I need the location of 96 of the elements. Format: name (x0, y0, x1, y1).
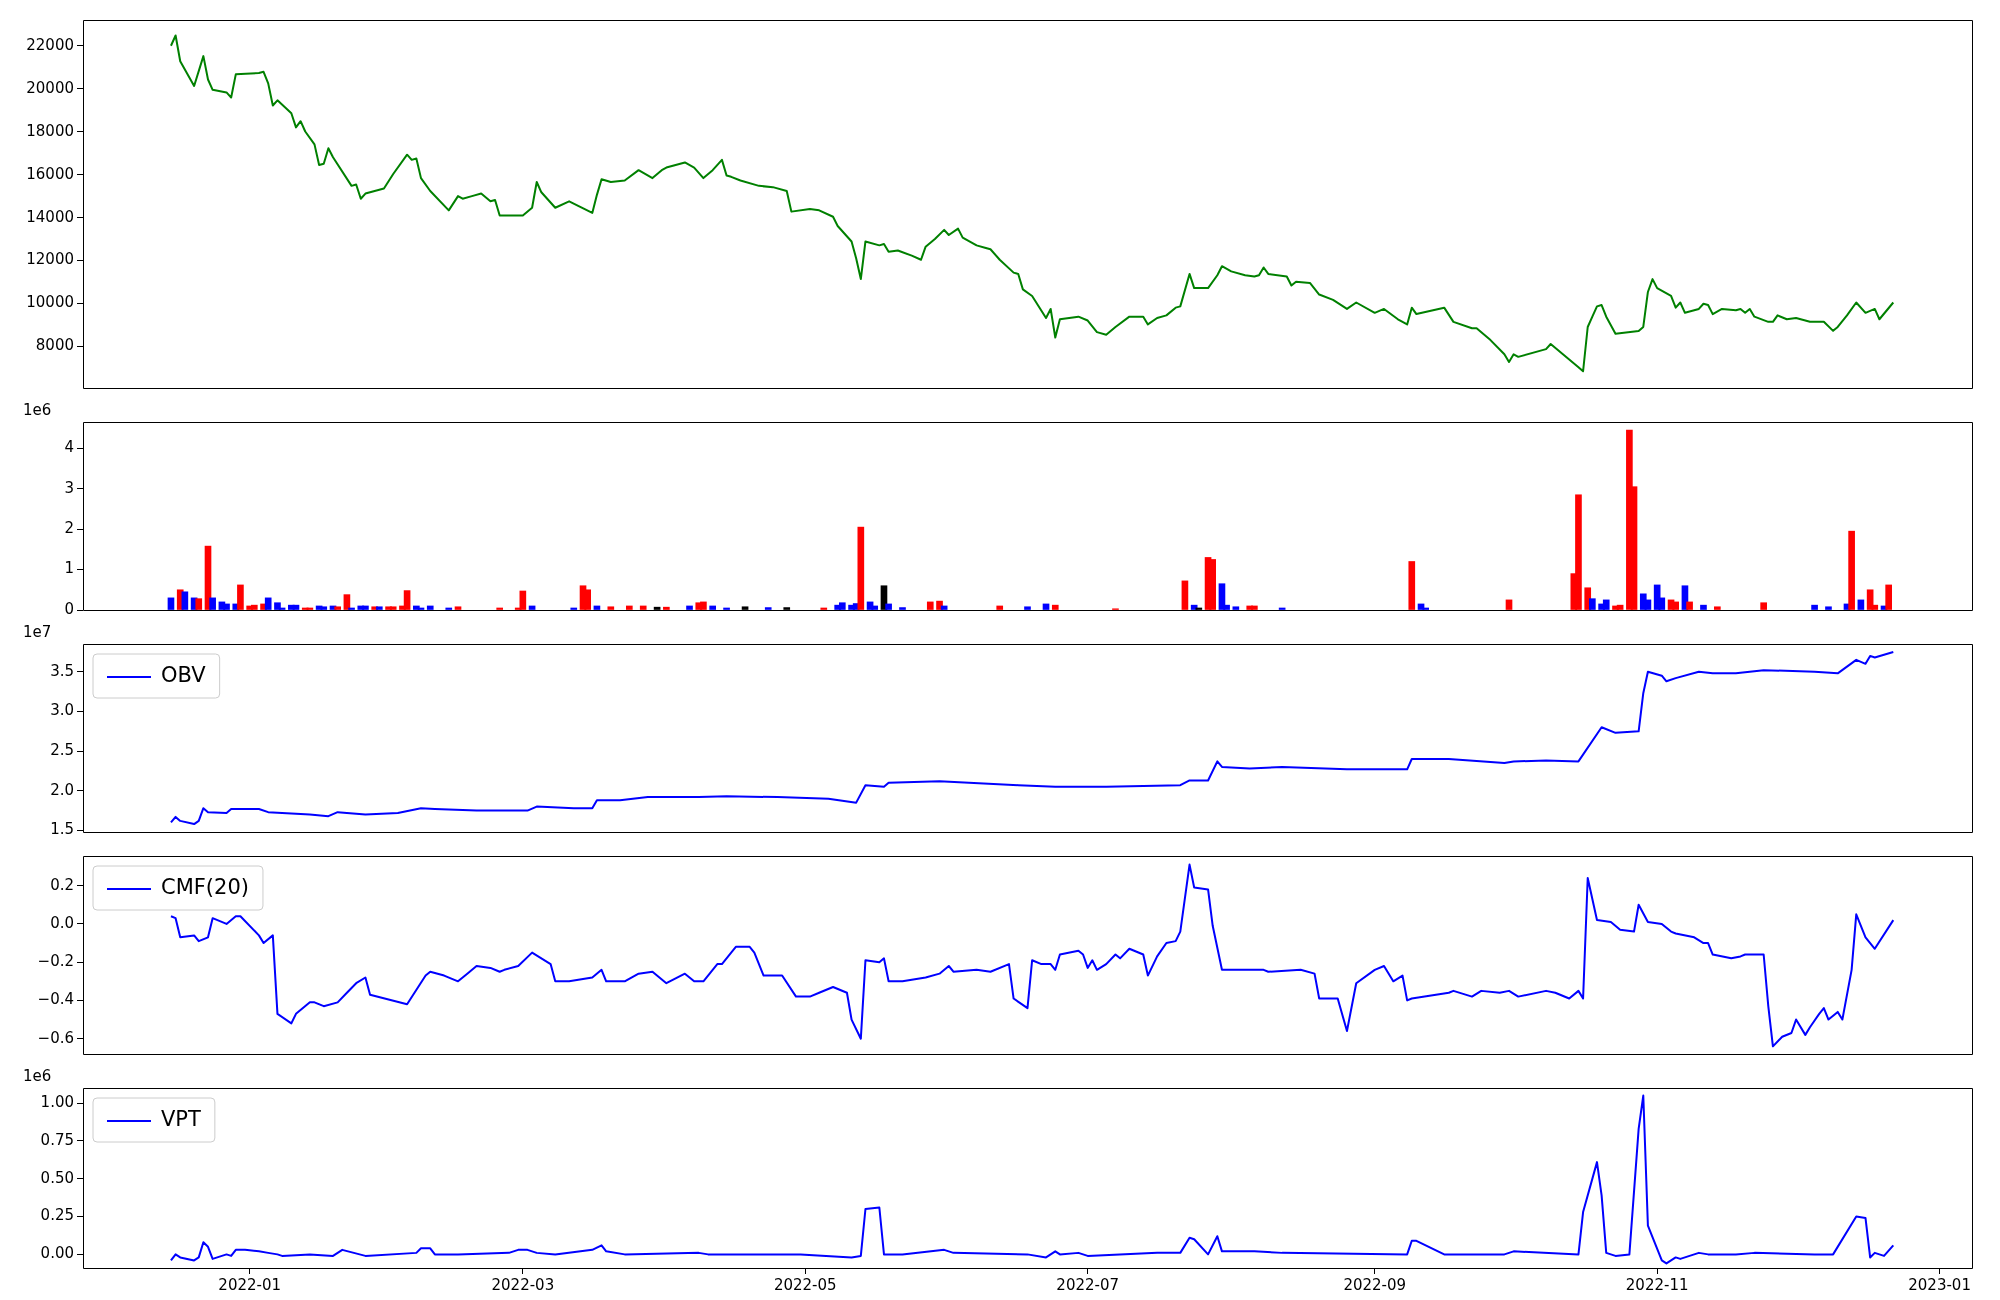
x-tick-label: 2023-01 (1908, 1275, 1971, 1294)
bar (1589, 598, 1596, 610)
bar (1760, 602, 1767, 610)
bar (426, 605, 434, 610)
y-tick-label: −0.2 (37, 952, 74, 971)
bar (250, 604, 258, 610)
x-tick-label: 2022-03 (491, 1275, 555, 1294)
bar (209, 597, 216, 610)
bar (1825, 606, 1832, 610)
bar (639, 605, 647, 610)
y-tick-label: 0.75 (40, 1130, 74, 1149)
bar (1714, 606, 1721, 610)
text: 1e7 (23, 623, 52, 642)
y-tick-label: 3.5 (50, 661, 74, 680)
bar (996, 605, 1004, 610)
bar (274, 602, 281, 610)
bar (348, 607, 355, 610)
bar (389, 606, 397, 610)
bar (375, 606, 383, 610)
bar (686, 605, 693, 610)
bar (181, 591, 189, 610)
x-tick-label: 2022-09 (1343, 1275, 1407, 1294)
y-tick-label: 18000 (26, 121, 74, 140)
bar (320, 606, 328, 610)
bar (292, 604, 300, 610)
y-tick-label: 0.00 (40, 1244, 74, 1263)
y-tick-label: 4 (64, 438, 74, 457)
bar (607, 606, 615, 610)
bar (1024, 606, 1031, 610)
bar (764, 607, 772, 610)
y-tick-label: 3.0 (50, 701, 74, 720)
y-tick-label: 0.50 (40, 1168, 74, 1187)
bar (1232, 606, 1240, 610)
bar (1602, 599, 1610, 610)
bar (723, 607, 730, 610)
bar (899, 607, 906, 610)
text: 1e6 (23, 1067, 52, 1086)
bar (820, 607, 828, 610)
bar (454, 606, 462, 610)
legend-label: CMF(20) (161, 875, 249, 900)
y-tick-label: 3 (64, 478, 74, 497)
bar (1672, 601, 1680, 610)
y-tick-label: 0.25 (40, 1206, 74, 1225)
y-tick-label: 1 (64, 559, 74, 578)
bar (223, 603, 230, 610)
x-tick-label: 2022-05 (773, 1275, 837, 1294)
bar (926, 601, 934, 610)
bar (1885, 584, 1892, 610)
bar (857, 526, 865, 610)
y-tick-label: 8000 (35, 336, 74, 355)
bar (871, 605, 879, 610)
y-tick-label: 1.5 (50, 820, 74, 839)
bar (709, 605, 716, 610)
y-tick-label: −0.4 (37, 990, 74, 1009)
bar (1811, 604, 1818, 610)
bar (1422, 607, 1429, 610)
bar (885, 603, 892, 610)
bar (1848, 530, 1855, 610)
legend-label: VPT (161, 1107, 202, 1132)
bar (403, 590, 411, 610)
bar (1686, 601, 1693, 610)
bar (334, 606, 341, 610)
x-tick-label: 2022-01 (218, 1275, 282, 1294)
bar (663, 606, 670, 610)
y-tick-label: 14000 (26, 207, 74, 226)
y-tick-label: 12000 (26, 250, 74, 269)
bar (1051, 604, 1059, 610)
y-tick-label: 22000 (26, 35, 74, 54)
text: 1e6 (23, 401, 52, 420)
bar (1209, 559, 1217, 610)
bar (838, 602, 846, 610)
bar (570, 607, 578, 610)
bar (1408, 561, 1416, 610)
bar (1700, 604, 1707, 610)
y-tick-label: 0.0 (50, 913, 74, 932)
bar (1616, 604, 1624, 610)
y-tick-label: 0 (64, 599, 74, 618)
bar (626, 605, 633, 610)
y-tick-label: 0.2 (50, 875, 74, 894)
y-tick-label: 16000 (26, 164, 74, 183)
bar (237, 584, 244, 610)
y-tick-label: 20000 (26, 78, 74, 97)
bar (264, 597, 272, 610)
bar (496, 607, 504, 610)
y-tick-label: 10000 (26, 293, 74, 312)
y-tick-label: 2.5 (50, 740, 74, 759)
bar (584, 589, 591, 610)
y-tick-label: 1.00 (40, 1093, 74, 1112)
legend-label: OBV (161, 663, 207, 688)
x-tick-label: 2022-11 (1625, 1275, 1689, 1294)
x-tick-label: 2022-07 (1056, 1275, 1120, 1294)
y-tick-label: 2.0 (50, 780, 74, 799)
bar (445, 607, 453, 610)
y-tick-label: 2 (64, 519, 74, 538)
bar (195, 598, 203, 610)
y-tick-label: −0.6 (37, 1028, 74, 1047)
